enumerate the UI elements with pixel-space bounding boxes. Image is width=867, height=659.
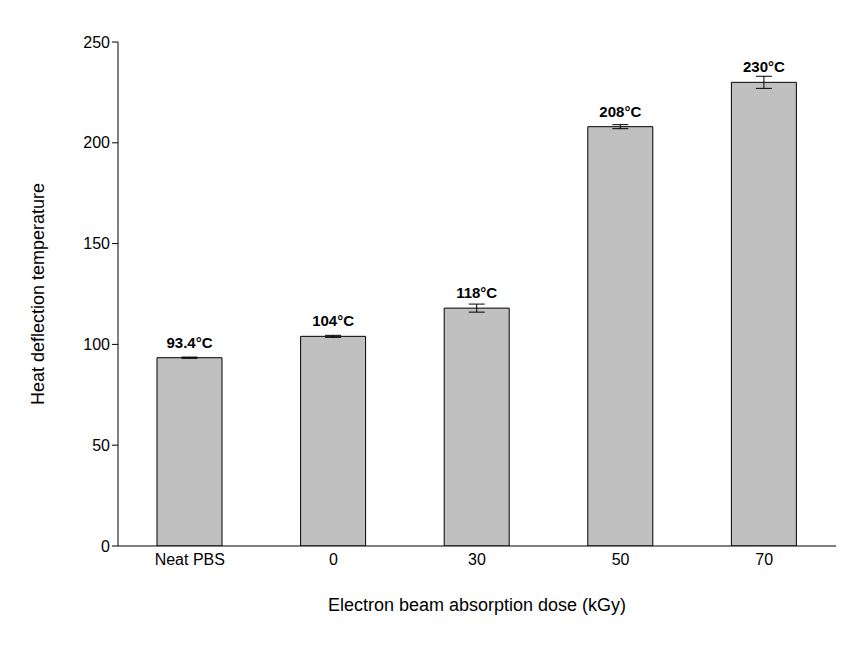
svg-text:150: 150: [83, 235, 110, 252]
svg-text:200: 200: [83, 134, 110, 151]
svg-text:230°C: 230°C: [743, 58, 785, 75]
svg-text:50: 50: [612, 551, 630, 568]
svg-text:208°C: 208°C: [599, 103, 641, 120]
svg-text:100: 100: [83, 336, 110, 353]
svg-text:118°C: 118°C: [456, 284, 497, 301]
svg-text:30: 30: [468, 551, 486, 568]
svg-text:250: 250: [83, 34, 110, 51]
svg-text:Neat PBS: Neat PBS: [155, 551, 225, 568]
svg-text:Heat deflection temperature: Heat deflection temperature: [28, 183, 48, 405]
svg-text:93.4°C: 93.4°C: [166, 334, 212, 351]
svg-text:50: 50: [92, 437, 110, 454]
svg-text:70: 70: [755, 551, 773, 568]
svg-text:Electron beam absorption dose: Electron beam absorption dose (kGy): [328, 595, 626, 615]
svg-text:104°C: 104°C: [312, 312, 354, 329]
svg-text:0: 0: [329, 551, 338, 568]
svg-text:0: 0: [101, 538, 110, 555]
